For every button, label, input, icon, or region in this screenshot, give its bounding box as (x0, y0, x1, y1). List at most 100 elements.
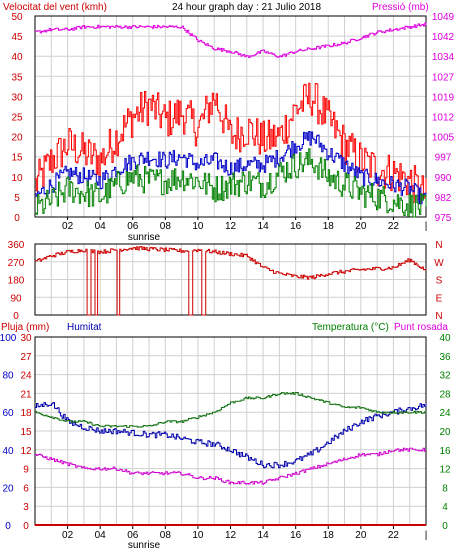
direction-ytick-label: 90 (10, 293, 22, 304)
climate-xtick-label: 16 (290, 530, 302, 541)
humidity-axis-label: Humitat (67, 322, 102, 333)
direction-frame (34, 243, 427, 316)
wind-low-line (35, 148, 427, 218)
climate-xend-label: | (425, 530, 428, 541)
climate-xtick-label: 04 (95, 530, 107, 541)
rain-ytick-label: 15 (20, 427, 32, 438)
pressure-ytick-label: 982 (435, 193, 452, 204)
wind-ytick-label: 0 (14, 213, 20, 224)
temperature-ytick-label: 24 (439, 408, 451, 419)
dewpoint-axis-label: Punt rosada (394, 322, 448, 333)
wind-xend-label: | (425, 221, 428, 232)
wind-xtick-label: 08 (160, 221, 172, 232)
temperature-ytick-label: 40 (439, 333, 451, 344)
sunrise-label: sunrise (128, 232, 161, 243)
rain-ytick-label: 18 (20, 408, 32, 419)
temperature-ytick-label: 36 (439, 352, 451, 363)
wind-xtick-label: 02 (62, 221, 74, 232)
wind-xtick-label: 06 (127, 221, 139, 232)
direction-ytick-label: 180 (8, 276, 25, 287)
pressure-line (35, 22, 427, 58)
rain-ytick-label: 9 (23, 465, 29, 476)
climate-xtick-label: 12 (225, 530, 237, 541)
wind-xtick-label: 16 (290, 221, 302, 232)
direction-cardinal-label: S (436, 276, 443, 287)
rain-ytick-label: 6 (23, 483, 29, 494)
humidity-ytick-label: 20 (2, 483, 14, 494)
rain-ytick-label: 12 (20, 446, 32, 457)
climate-xtick-label: 20 (355, 530, 367, 541)
wind-xtick-label: 10 (192, 221, 204, 232)
rain-ytick-label: 27 (20, 352, 32, 363)
humidity-ytick-label: 60 (2, 408, 14, 419)
wind-xtick-label: 22 (388, 221, 400, 232)
pressure-ytick-label: 997 (435, 153, 452, 164)
direction-ytick-label: 360 (8, 240, 25, 251)
temperature-ytick-label: 0 (442, 521, 448, 532)
climate-xtick-label: 08 (160, 530, 172, 541)
direction-cardinal-label: N (435, 240, 442, 251)
climate-xtick-label: 10 (192, 530, 204, 541)
wind-axis-label: Velocitat del vent (kmh) (3, 2, 107, 13)
rain-ytick-label: 21 (20, 389, 32, 400)
wind-xtick-label: 12 (225, 221, 237, 232)
rain-ytick-label: 30 (20, 333, 32, 344)
climate-xtick-label: 02 (62, 530, 74, 541)
pressure-ytick-label: 1049 (432, 12, 455, 23)
pressure-ytick-label: 1034 (432, 52, 455, 63)
temperature-ytick-label: 32 (439, 371, 451, 382)
temperature-axis-label: Temperatura (°C) (312, 322, 389, 333)
sunrise-label-bottom: sunrise (128, 540, 161, 551)
pressure-ytick-label: 1027 (432, 72, 455, 83)
wind-ytick-label: 15 (11, 153, 23, 164)
temperature-ytick-label: 20 (439, 427, 451, 438)
wind-pressure-panel: 0510152025303540455097598299099710051012… (11, 12, 454, 243)
wind-ytick-label: 30 (11, 92, 23, 103)
temperature-ytick-label: 12 (439, 465, 451, 476)
rain-ytick-label: 24 (20, 371, 32, 382)
rain-ytick-label: 3 (23, 502, 29, 513)
wind-ytick-label: 45 (11, 32, 23, 43)
wind-ytick-label: 20 (11, 133, 23, 144)
pressure-ytick-label: 1012 (432, 113, 455, 124)
humidity-ytick-label: 80 (2, 371, 14, 382)
wind-xtick-label: 18 (323, 221, 335, 232)
wind-ytick-label: 35 (11, 72, 23, 83)
pressure-ytick-label: 1005 (432, 133, 455, 144)
wind-ytick-label: 40 (11, 52, 23, 63)
direction-cardinal-label: E (436, 293, 443, 304)
wind-avg-line (35, 131, 427, 205)
dewpoint-line (35, 447, 426, 485)
pressure-ytick-label: 1019 (432, 92, 455, 103)
direction-cardinal-label: N (435, 311, 442, 322)
direction-ytick-label: 270 (8, 258, 25, 269)
humidity-temperature-panel: 0204060801000369121518212427300481216202… (0, 333, 451, 551)
wind-ytick-label: 25 (11, 113, 23, 124)
humidity-ytick-label: 0 (5, 521, 11, 532)
wind-gust-line (35, 82, 427, 204)
wind-direction-line (35, 246, 427, 316)
humidity-ytick-label: 40 (2, 446, 14, 457)
pressure-axis-label: Pressió (mb) (372, 2, 429, 13)
wind-xtick-label: 04 (95, 221, 107, 232)
wind-ytick-label: 5 (14, 193, 20, 204)
rain-ytick-label: 0 (23, 521, 29, 532)
wind-xtick-label: 20 (355, 221, 367, 232)
direction-ytick-label: 0 (13, 311, 19, 322)
climate-xtick-label: 06 (127, 530, 139, 541)
pressure-ytick-label: 975 (435, 213, 452, 224)
wind-xtick-label: 14 (258, 221, 270, 232)
humidity-ytick-label: 100 (0, 333, 17, 344)
temperature-ytick-label: 16 (439, 446, 451, 457)
rain-axis-label: Pluja (mm) (1, 322, 49, 333)
climate-xtick-label: 22 (388, 530, 400, 541)
wind-ytick-label: 10 (11, 173, 23, 184)
wind-ytick-label: 50 (11, 12, 23, 23)
graph-title: 24 hour graph day : 21 Julio 2018 (172, 2, 321, 13)
climate-xtick-label: 14 (258, 530, 270, 541)
climate-xtick-label: 18 (323, 530, 335, 541)
pressure-ytick-label: 1042 (432, 32, 455, 43)
temperature-ytick-label: 8 (442, 483, 448, 494)
